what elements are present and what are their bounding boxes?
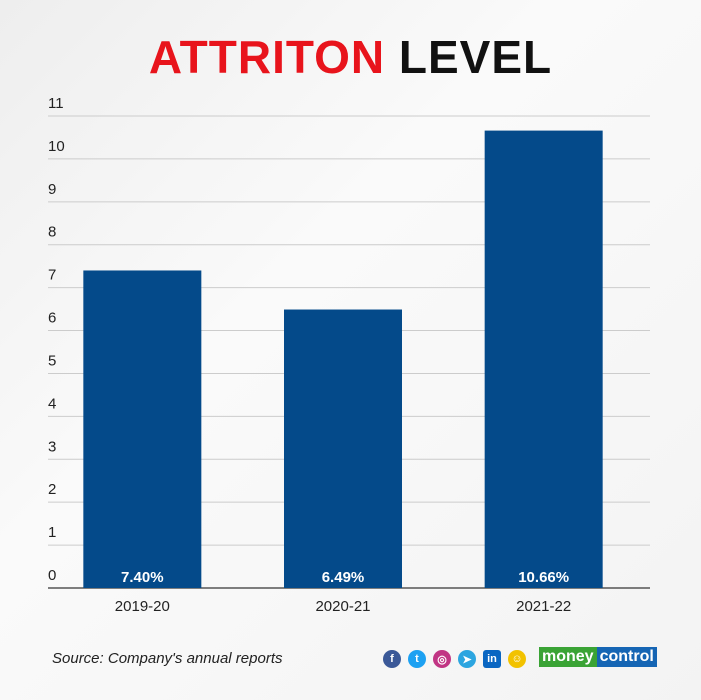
- data-label: 7.40%: [121, 569, 164, 586]
- bar: [83, 270, 202, 588]
- chart-title: ATTRITON LEVEL: [148, 31, 553, 83]
- bar: [284, 309, 402, 588]
- twitter-icon[interactable]: t: [408, 650, 426, 668]
- data-label: 6.49%: [322, 569, 365, 586]
- y-tick-label: 4: [48, 395, 56, 412]
- x-tick-label: 2020-21: [315, 598, 370, 615]
- y-tick-label: 1: [48, 524, 56, 541]
- y-tick-label: 8: [48, 224, 56, 241]
- data-label: 10.66%: [518, 569, 569, 586]
- snapchat-icon[interactable]: ☺: [508, 650, 526, 668]
- social-icons: f t ◎ ➤ in ☺: [383, 650, 526, 668]
- x-tick-label: 2019-20: [115, 598, 170, 615]
- y-tick-label: 2: [48, 481, 56, 498]
- moneycontrol-logo: money control: [539, 647, 657, 667]
- y-tick-label: 7: [48, 267, 56, 284]
- y-tick-label: 6: [48, 310, 56, 327]
- instagram-icon[interactable]: ◎: [433, 650, 451, 668]
- facebook-icon[interactable]: f: [383, 650, 401, 668]
- y-tick-label: 9: [48, 181, 56, 198]
- y-tick-label: 11: [48, 95, 64, 112]
- y-tick-label: 3: [48, 438, 56, 455]
- y-tick-label: 5: [48, 352, 56, 369]
- y-tick-label: 10: [48, 138, 65, 155]
- linkedin-icon[interactable]: in: [483, 650, 501, 668]
- telegram-icon[interactable]: ➤: [458, 650, 476, 668]
- x-tick-label: 2021-22: [516, 598, 571, 615]
- y-tick-label: 0: [48, 567, 56, 584]
- source-note: Source: Company's annual reports: [52, 650, 283, 667]
- bar: [484, 130, 603, 588]
